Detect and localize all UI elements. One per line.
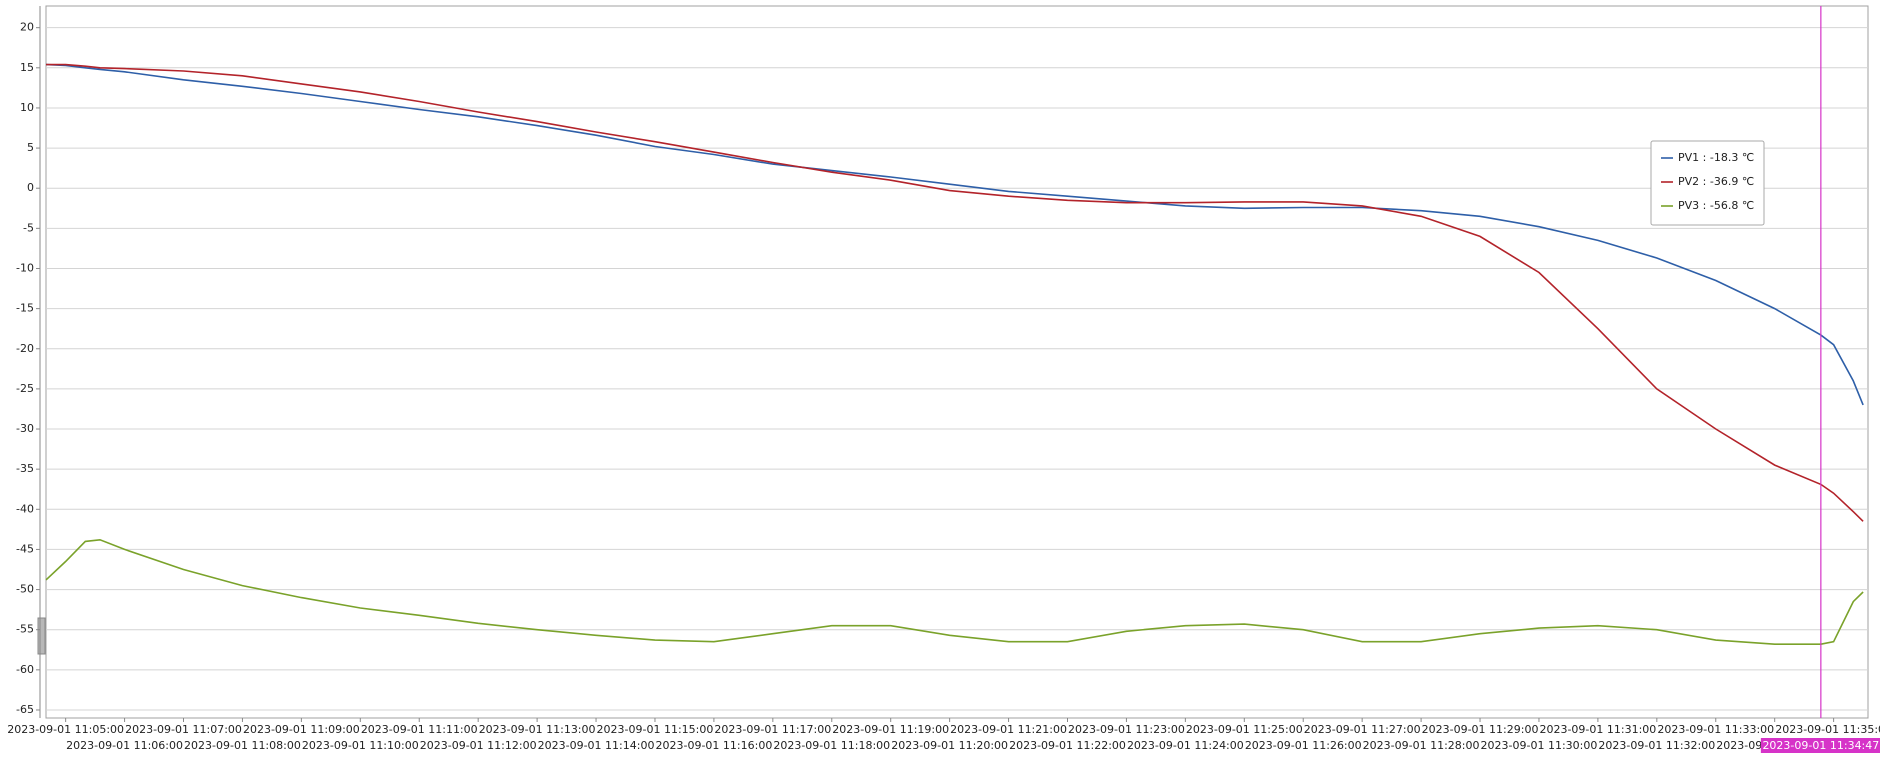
y-tick-label: -5 — [23, 221, 34, 234]
x-tick-label: 2023-09-01 11:09:00 — [243, 723, 360, 736]
legend-label: PV3 : -56.8 ℃ — [1678, 199, 1754, 212]
y-tick-label: -35 — [16, 462, 34, 475]
x-tick-label: 2023-09-01 11:32:00 — [1598, 739, 1715, 752]
x-tick-label: 2023-09-01 11:18:00 — [773, 739, 890, 752]
x-tick-label: 2023-09-01 11:24:00 — [1127, 739, 1244, 752]
x-tick-label: 2023-09-01 11:08:00 — [184, 739, 301, 752]
x-tick-label: 2023-09-01 11:35:00 — [1775, 723, 1880, 736]
x-tick-label: 2023-09-01 11:12:00 — [420, 739, 537, 752]
series-line — [46, 63, 1864, 522]
x-tick-label: 2023-09-01 11:33:00 — [1657, 723, 1774, 736]
x-tick-label: 2023-09-01 11:20:00 — [891, 739, 1008, 752]
x-tick-label: 2023-09-01 11:13:00 — [479, 723, 596, 736]
series-line — [45, 538, 1864, 645]
x-tick-label: 2023-09-01 11:16:00 — [655, 739, 772, 752]
x-tick-label: 2023-09-01 11:28:00 — [1363, 739, 1480, 752]
y-tick-label: -45 — [16, 542, 34, 555]
cursor-label: 2023-09-01 11:34:47 — [1762, 739, 1879, 752]
plot-area — [45, 5, 1869, 719]
x-tick-label: 2023-09-01 11:10:00 — [302, 739, 419, 752]
x-tick-label: 2023-09-01 11:25:00 — [1186, 723, 1303, 736]
x-tick-label: 2023-09-01 11:23:00 — [1068, 723, 1185, 736]
y-tick-label: -50 — [16, 583, 34, 596]
x-tick-label: 2023-09-01 11:15:00 — [597, 723, 714, 736]
cursor-label-bg — [1760, 738, 1880, 753]
legend-box — [1650, 140, 1765, 226]
x-tick-label: 2023-09-01 11:31:00 — [1539, 723, 1656, 736]
y-tick-label: -55 — [16, 623, 34, 636]
x-tick-label: 2023-09-01 11:27:00 — [1304, 723, 1421, 736]
y-tick-label: -10 — [16, 261, 34, 274]
x-tick-label: 2023-09-01 11:07:00 — [125, 723, 242, 736]
y-tick-label: -65 — [16, 703, 34, 716]
y-tick-label: -40 — [16, 502, 34, 515]
y-tick-label: 15 — [20, 61, 34, 74]
scroll-handle[interactable] — [37, 617, 46, 655]
y-tick-label: 10 — [20, 101, 34, 114]
x-tick-label: 2023-09-01 11:11:00 — [361, 723, 478, 736]
legend-label: PV1 : -18.3 ℃ — [1678, 151, 1754, 164]
x-tick-label: 2023-09-01 11:29:00 — [1422, 723, 1539, 736]
x-tick-label: 2023-09-01 11:06:00 — [66, 739, 183, 752]
legend-label: PV2 : -36.9 ℃ — [1678, 175, 1754, 188]
series-line — [45, 63, 1864, 406]
y-tick-label: 0 — [27, 181, 34, 194]
x-tick-label: 2023-09-01 11:19:00 — [832, 723, 949, 736]
y-tick-label: 5 — [27, 141, 34, 154]
y-tick-label: -30 — [16, 422, 34, 435]
x-tick-label: 2023-09-01 11:14:00 — [538, 739, 655, 752]
y-tick-label: -25 — [16, 382, 34, 395]
x-tick-label: 2023-09-01 11:30:00 — [1481, 739, 1598, 752]
y-tick-label: 20 — [20, 21, 34, 34]
x-tick-label: 2023-09-01 11:22:00 — [1009, 739, 1126, 752]
y-tick-label: -20 — [16, 342, 34, 355]
y-tick-label: -15 — [16, 302, 34, 315]
x-tick-label: 2023-09-01 11:21:00 — [950, 723, 1067, 736]
x-tick-label: 2023-09-01 11:17:00 — [714, 723, 831, 736]
y-tick-label: -60 — [16, 663, 34, 676]
x-tick-label: 2023-09-01 11:26:00 — [1245, 739, 1362, 752]
x-tick-label: 2023-09-01 11:05:00 — [7, 723, 124, 736]
